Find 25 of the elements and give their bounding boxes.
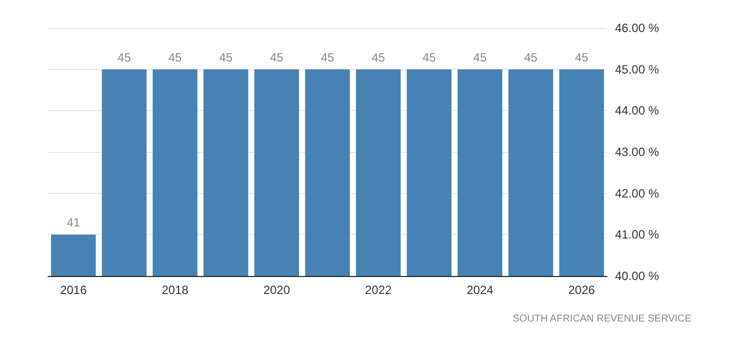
y-tick-label: 43.00 % [615, 145, 660, 159]
y-tick-label: 44.00 % [615, 104, 660, 118]
data-label: 45 [118, 50, 132, 64]
data-label: 45 [422, 50, 436, 64]
y-tick-label: 46.00 % [615, 21, 660, 35]
y-tick-label: 40.00 % [615, 269, 660, 283]
data-label: 45 [168, 50, 182, 64]
y-tick-label: 41.00 % [615, 228, 660, 242]
x-tick-label: 2024 [466, 283, 494, 297]
data-label: 45 [219, 50, 233, 64]
data-label: 45 [320, 50, 334, 64]
x-tick-label: 2026 [568, 283, 596, 297]
data-label: 41 [66, 216, 80, 230]
x-tick-label: 2022 [364, 283, 392, 297]
y-tick-label: 45.00 % [615, 62, 660, 76]
text: SOUTH AFRICAN REVENUE SERVICE [512, 314, 692, 324]
x-tick-label: 2020 [263, 283, 290, 297]
x-tick-label: 2016 [60, 283, 88, 297]
data-label: 45 [473, 50, 487, 64]
data-label: 45 [372, 50, 386, 64]
data-label: 45 [524, 50, 538, 64]
data-label: 45 [574, 50, 589, 64]
x-tick-label: 2018 [162, 283, 189, 297]
data-label: 45 [270, 50, 284, 64]
y-tick-label: 42.00 % [615, 186, 660, 200]
